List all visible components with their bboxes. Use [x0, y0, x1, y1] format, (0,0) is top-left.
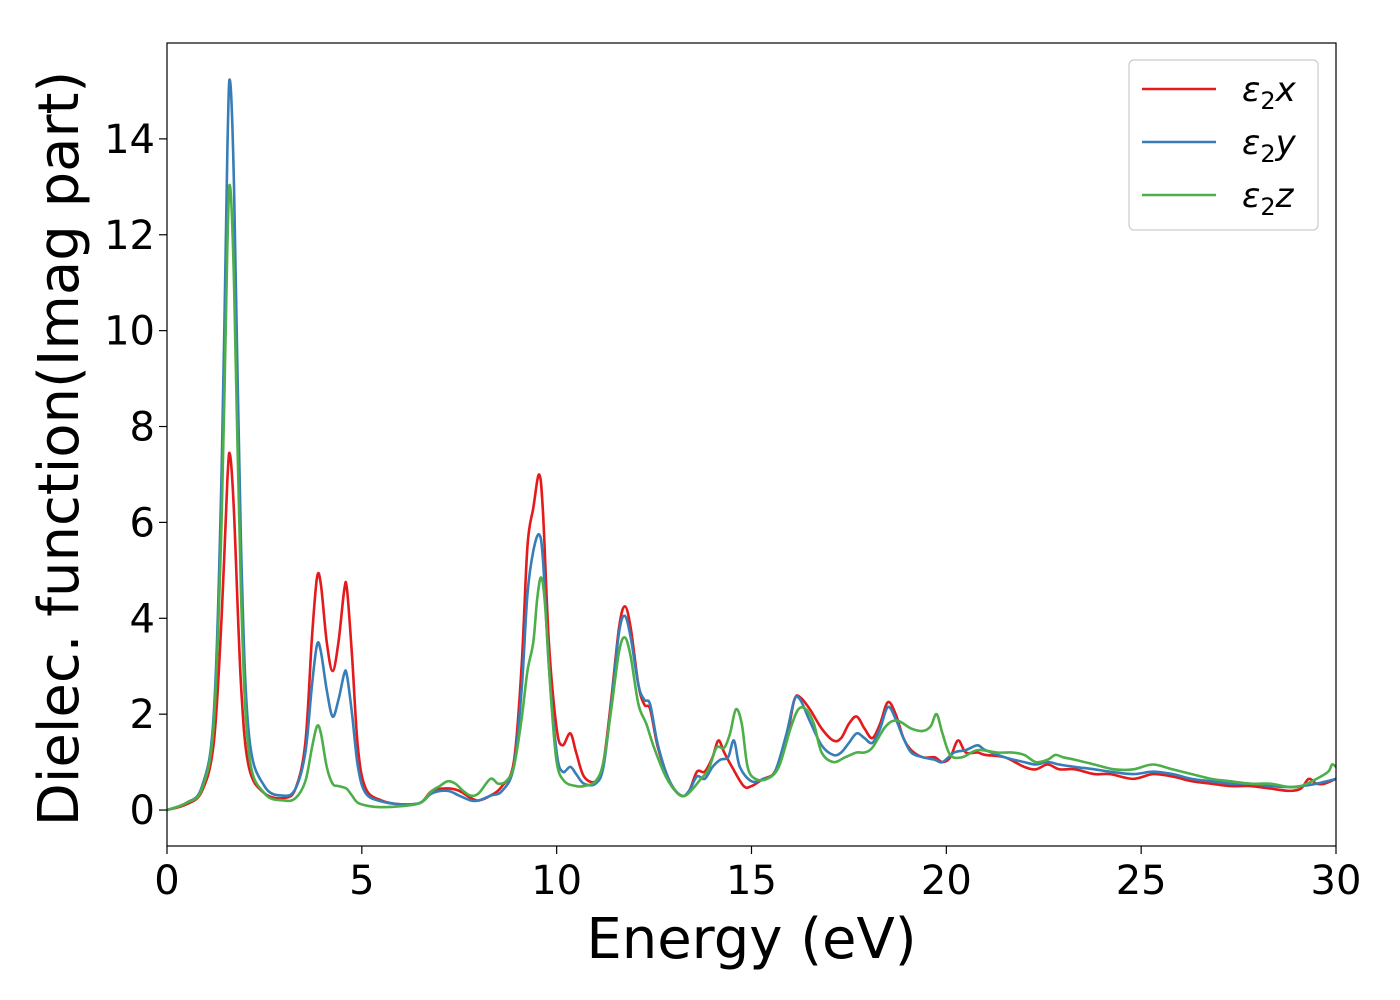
legend-label-z: ε2z	[1242, 176, 1295, 221]
series-line-y	[167, 78, 1336, 812]
legend-label-base: ε	[1242, 123, 1260, 163]
y-tick-label: 0	[130, 788, 155, 834]
legend-label-subscript: 2	[1260, 87, 1275, 115]
plot-lines	[167, 78, 1336, 812]
x-tick-label: 20	[921, 858, 972, 904]
legend-label-x: ε2x	[1242, 70, 1297, 115]
x-tick-label: 30	[1311, 858, 1362, 904]
legend-label-variable: y	[1275, 123, 1297, 163]
plot-frame	[166, 42, 1337, 847]
y-tick-label: 4	[130, 596, 155, 642]
legend-label-subscript: 2	[1260, 140, 1275, 168]
x-tick-label: 15	[726, 858, 777, 904]
x-axis-ticks: 0 5 10 15 20 25 30	[154, 846, 1361, 904]
legend-label-base: ε	[1242, 176, 1260, 216]
x-tick-label: 5	[349, 858, 374, 904]
legend-label-variable: x	[1275, 70, 1297, 110]
y-tick-label: 14	[104, 117, 155, 163]
y-tick-label: 8	[130, 405, 155, 451]
legend-label-base: ε	[1242, 70, 1260, 110]
y-axis-ticks: 0 2 4 6 8 10 12 14	[104, 117, 167, 834]
y-tick-label: 2	[130, 692, 155, 738]
legend-label-y: ε2y	[1242, 123, 1297, 168]
y-axis-title: Dielec. function(Imag part)	[27, 71, 92, 827]
x-tick-label: 0	[154, 858, 179, 904]
legend-label-subscript: 2	[1260, 193, 1275, 221]
y-tick-label: 6	[130, 500, 155, 546]
x-axis-title: Energy (eV)	[586, 907, 916, 972]
y-tick-label: 10	[104, 309, 155, 355]
x-tick-label: 25	[1116, 858, 1167, 904]
x-tick-label: 10	[531, 858, 582, 904]
legend-label-variable: z	[1275, 176, 1295, 216]
legend-box	[1128, 59, 1319, 231]
y-tick-label: 12	[104, 213, 155, 259]
series-line-z	[167, 183, 1336, 812]
